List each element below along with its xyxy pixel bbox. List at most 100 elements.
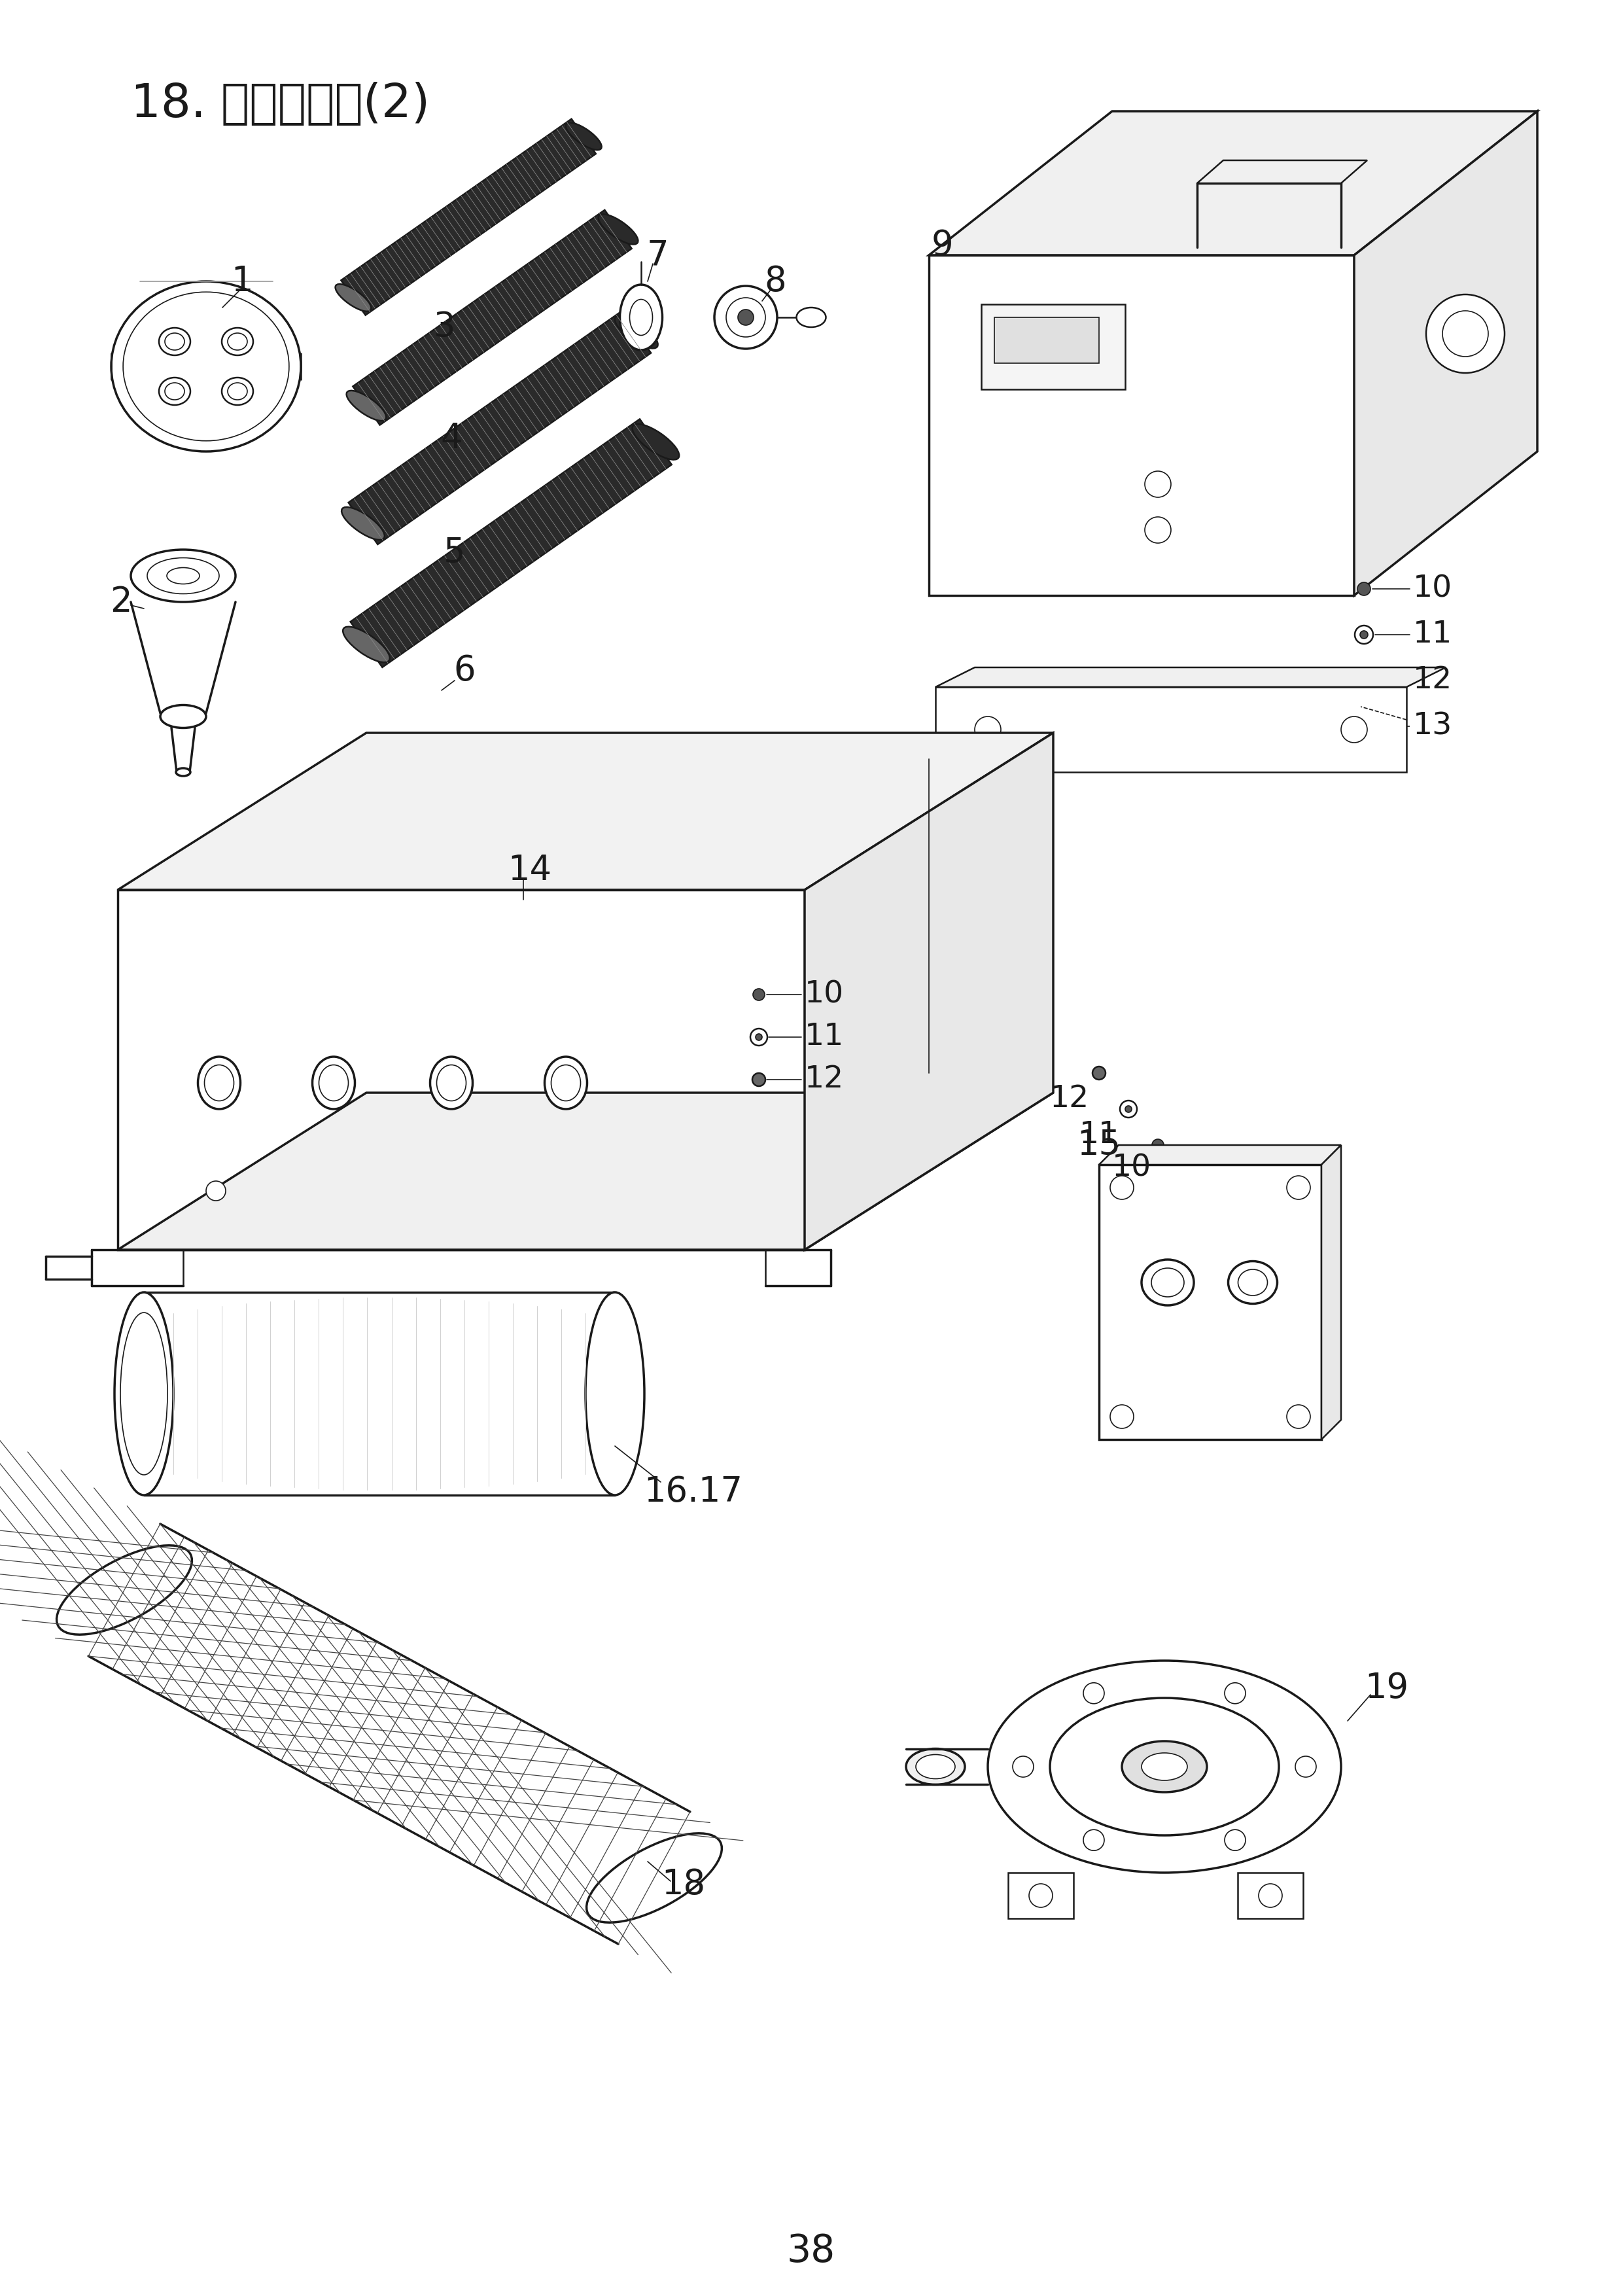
Polygon shape — [935, 668, 1446, 687]
Ellipse shape — [198, 1056, 240, 1109]
Text: 10: 10 — [1112, 1153, 1151, 1182]
Text: 11: 11 — [1079, 1120, 1118, 1150]
Circle shape — [714, 287, 777, 349]
Ellipse shape — [167, 567, 200, 583]
Circle shape — [1225, 1683, 1245, 1704]
Ellipse shape — [342, 627, 390, 661]
Circle shape — [1029, 1883, 1053, 1908]
Text: 7: 7 — [646, 239, 669, 273]
Text: 3: 3 — [433, 310, 456, 344]
Circle shape — [1013, 1756, 1034, 1777]
Ellipse shape — [1050, 1699, 1279, 1835]
Ellipse shape — [312, 1056, 355, 1109]
Ellipse shape — [1121, 1740, 1208, 1793]
Text: 18: 18 — [662, 1867, 706, 1901]
Polygon shape — [1099, 1146, 1341, 1164]
Polygon shape — [118, 732, 1053, 891]
Polygon shape — [928, 110, 1537, 255]
Text: 10: 10 — [1414, 574, 1453, 604]
Ellipse shape — [1141, 1752, 1188, 1779]
Ellipse shape — [915, 1754, 954, 1779]
Polygon shape — [118, 891, 805, 1249]
Text: 11: 11 — [1414, 620, 1453, 650]
Ellipse shape — [336, 285, 372, 312]
Ellipse shape — [159, 328, 190, 356]
Ellipse shape — [615, 315, 657, 349]
Ellipse shape — [988, 1660, 1341, 1874]
Circle shape — [1341, 716, 1367, 742]
Circle shape — [1287, 1405, 1310, 1428]
Ellipse shape — [123, 292, 289, 441]
Circle shape — [1427, 294, 1505, 372]
Ellipse shape — [1229, 1261, 1277, 1304]
Circle shape — [1360, 631, 1368, 638]
Ellipse shape — [175, 769, 190, 776]
Polygon shape — [1238, 1874, 1303, 1919]
Ellipse shape — [1151, 1267, 1185, 1297]
Circle shape — [753, 990, 764, 1001]
Text: 13: 13 — [1414, 712, 1453, 742]
Ellipse shape — [633, 425, 678, 459]
Circle shape — [1357, 583, 1370, 595]
Ellipse shape — [318, 1065, 349, 1100]
Ellipse shape — [161, 705, 206, 728]
Polygon shape — [805, 732, 1053, 1249]
Ellipse shape — [166, 333, 185, 349]
Ellipse shape — [131, 549, 235, 602]
Ellipse shape — [430, 1056, 472, 1109]
Ellipse shape — [437, 1065, 466, 1100]
Polygon shape — [982, 305, 1125, 390]
Text: 5: 5 — [443, 535, 466, 569]
Circle shape — [1355, 625, 1373, 643]
Ellipse shape — [57, 1545, 192, 1635]
Ellipse shape — [159, 377, 190, 404]
Text: 16.17: 16.17 — [644, 1474, 743, 1508]
Polygon shape — [1099, 1164, 1321, 1440]
Polygon shape — [341, 119, 596, 315]
Circle shape — [756, 1033, 763, 1040]
Ellipse shape — [120, 1313, 167, 1474]
Circle shape — [1357, 673, 1371, 689]
Polygon shape — [349, 312, 651, 544]
Text: 11: 11 — [805, 1022, 844, 1052]
Text: 6: 6 — [453, 654, 476, 689]
Ellipse shape — [222, 377, 253, 404]
Polygon shape — [351, 420, 672, 668]
Polygon shape — [935, 687, 1407, 771]
Text: 18. 上激光部件(2): 18. 上激光部件(2) — [131, 83, 430, 126]
Circle shape — [725, 298, 766, 338]
Polygon shape — [1008, 1874, 1073, 1919]
Ellipse shape — [566, 122, 602, 149]
Ellipse shape — [346, 390, 386, 420]
Ellipse shape — [227, 333, 247, 349]
Ellipse shape — [586, 1293, 644, 1495]
Ellipse shape — [115, 1293, 174, 1495]
Ellipse shape — [545, 1056, 588, 1109]
Circle shape — [1443, 310, 1488, 356]
Polygon shape — [1354, 110, 1537, 595]
Text: 15: 15 — [1078, 1127, 1121, 1162]
Polygon shape — [928, 255, 1354, 595]
Ellipse shape — [227, 383, 247, 400]
Text: 12: 12 — [1414, 666, 1453, 696]
Ellipse shape — [906, 1750, 966, 1784]
Circle shape — [753, 1072, 766, 1086]
Text: 19: 19 — [1365, 1671, 1409, 1706]
Ellipse shape — [630, 298, 652, 335]
Ellipse shape — [166, 383, 185, 400]
Ellipse shape — [552, 1065, 581, 1100]
Text: 14: 14 — [508, 854, 552, 886]
Circle shape — [1295, 1756, 1316, 1777]
Circle shape — [1120, 1100, 1138, 1118]
Polygon shape — [1321, 1146, 1341, 1440]
Text: 9: 9 — [932, 227, 953, 262]
Circle shape — [1144, 471, 1170, 498]
Ellipse shape — [112, 282, 300, 452]
Circle shape — [1144, 517, 1170, 544]
Circle shape — [738, 310, 753, 326]
Ellipse shape — [620, 285, 662, 349]
Circle shape — [1287, 1176, 1310, 1199]
Text: 4: 4 — [440, 422, 463, 455]
Circle shape — [1083, 1683, 1104, 1704]
Polygon shape — [118, 1093, 1053, 1249]
